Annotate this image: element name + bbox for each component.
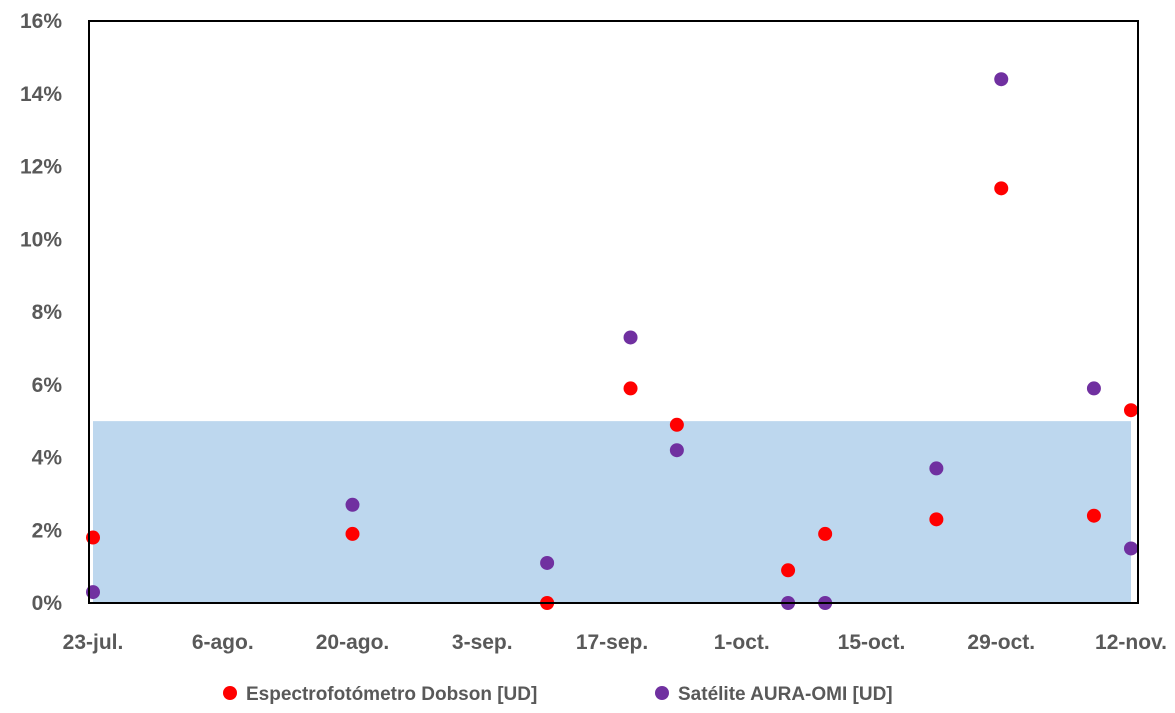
y-tick-label: 0%: [32, 592, 63, 615]
legend-label-1: Espectrofotómetro Dobson [UD]: [246, 684, 537, 705]
y-tick-label: 6%: [32, 374, 63, 397]
point-series1-8: [929, 512, 944, 527]
point-series1-2: [345, 526, 360, 541]
y-tick-label: 2%: [32, 519, 63, 542]
point-series1-7: [818, 526, 833, 541]
point-series1-10: [1086, 508, 1101, 523]
legend-marker-1: [223, 686, 237, 700]
threshold-band: [93, 421, 1131, 603]
point-series1-4: [623, 381, 638, 396]
point-series2-4: [623, 330, 638, 345]
x-tick-label: 17-sep.: [576, 631, 648, 654]
point-series2-2: [345, 497, 360, 512]
x-tick-label: 6-ago.: [192, 631, 254, 654]
point-series2-9: [994, 72, 1009, 87]
x-tick-label: 12-nov.: [1095, 631, 1167, 654]
legend-marker-2: [655, 686, 669, 700]
x-tick-label: 29-oct.: [967, 631, 1035, 654]
point-series2-10: [1086, 381, 1101, 396]
x-tick-label: 23-jul.: [63, 631, 124, 654]
y-tick-label: 12%: [20, 156, 62, 179]
x-tick-label: 1-oct.: [714, 631, 770, 654]
point-series2-3: [540, 555, 555, 570]
data-points: [86, 72, 1138, 610]
y-tick-label: 8%: [32, 301, 63, 324]
point-series2-11: [1124, 541, 1138, 556]
y-tick-label: 16%: [20, 10, 62, 33]
legend: Espectrofotómetro Dobson [UD] Satélite AU…: [223, 684, 893, 705]
x-tick-label: 3-sep.: [452, 631, 513, 654]
point-series1-6: [781, 563, 796, 578]
legend-label-2: Satélite AURA-OMI [UD]: [678, 684, 893, 705]
plot-area-border: [88, 20, 1139, 604]
x-tick-label: 15-oct.: [838, 631, 906, 654]
y-axis-ticks: 0% 2% 4% 6% 8% 10% 12% 14% 16%: [20, 10, 62, 615]
y-tick-label: 10%: [20, 228, 62, 251]
point-series2-5: [669, 443, 684, 458]
point-series1-11: [1124, 403, 1138, 418]
x-tick-label: 20-ago.: [316, 631, 390, 654]
point-series1-9: [994, 181, 1009, 196]
point-series1-5: [669, 417, 684, 432]
point-series2-8: [929, 461, 944, 476]
y-tick-label: 4%: [32, 447, 63, 470]
x-axis-ticks: 23-jul. 6-ago. 20-ago. 3-sep. 17-sep. 1-oct. 1…: [63, 631, 1167, 654]
y-tick-label: 14%: [20, 83, 62, 106]
